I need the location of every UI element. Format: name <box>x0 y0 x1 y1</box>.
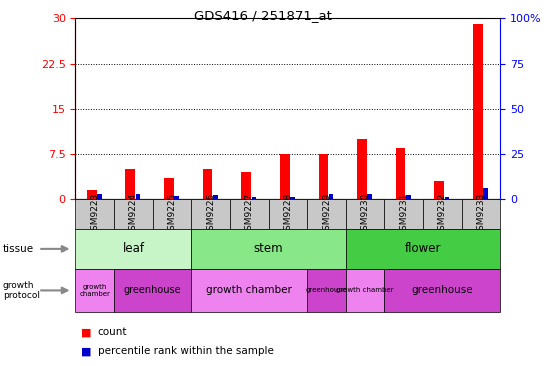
Text: GSM9223: GSM9223 <box>90 193 100 236</box>
Text: growth chamber: growth chamber <box>337 287 394 294</box>
Bar <box>329 194 334 199</box>
Text: GSM9224: GSM9224 <box>129 193 138 236</box>
Bar <box>307 269 346 312</box>
Text: stem: stem <box>254 242 283 255</box>
Bar <box>153 199 191 229</box>
Bar <box>114 269 191 312</box>
Text: GSM9232: GSM9232 <box>438 193 447 236</box>
Text: GSM9228: GSM9228 <box>283 193 292 236</box>
Text: ■: ■ <box>81 327 92 337</box>
Bar <box>191 199 230 229</box>
Text: greenhouse: greenhouse <box>306 287 347 294</box>
Bar <box>268 199 307 229</box>
Text: greenhouse: greenhouse <box>124 285 182 295</box>
Text: percentile rank within the sample: percentile rank within the sample <box>98 346 274 356</box>
Bar <box>346 199 385 229</box>
Text: leaf: leaf <box>122 242 144 255</box>
Text: GSM9230: GSM9230 <box>361 193 369 236</box>
Bar <box>280 154 290 199</box>
Bar <box>75 199 114 229</box>
Text: growth
chamber: growth chamber <box>79 284 110 297</box>
Bar <box>434 182 444 199</box>
Bar <box>346 229 500 269</box>
Bar <box>406 195 411 199</box>
Text: count: count <box>98 327 127 337</box>
Text: ■: ■ <box>81 346 92 356</box>
Bar <box>445 197 449 199</box>
Bar <box>423 199 462 229</box>
Bar <box>290 197 295 199</box>
Text: GDS416 / 251871_at: GDS416 / 251871_at <box>194 9 331 22</box>
Bar <box>213 195 217 199</box>
Bar <box>191 269 307 312</box>
Text: growth
protocol: growth protocol <box>3 281 40 300</box>
Bar <box>385 269 500 312</box>
Bar <box>114 199 153 229</box>
Text: GSM9233: GSM9233 <box>476 193 486 236</box>
Bar <box>174 196 179 199</box>
Text: greenhouse: greenhouse <box>411 285 473 295</box>
Bar <box>346 269 385 312</box>
Text: flower: flower <box>405 242 441 255</box>
Bar <box>191 229 346 269</box>
Bar <box>307 199 346 229</box>
Bar <box>136 194 140 199</box>
Bar <box>473 24 483 199</box>
Bar <box>357 139 367 199</box>
Text: GSM9227: GSM9227 <box>245 193 254 236</box>
Text: GSM9226: GSM9226 <box>206 193 215 236</box>
Text: GSM9231: GSM9231 <box>399 193 408 236</box>
Text: GSM9225: GSM9225 <box>168 193 177 236</box>
Bar <box>230 199 268 229</box>
Bar <box>75 229 191 269</box>
Bar <box>125 169 135 199</box>
Bar <box>97 194 102 199</box>
Text: tissue: tissue <box>3 244 34 254</box>
Bar <box>241 172 251 199</box>
Bar <box>385 199 423 229</box>
Text: growth chamber: growth chamber <box>206 285 292 295</box>
Bar <box>75 269 114 312</box>
Bar <box>164 178 174 199</box>
Bar <box>484 188 488 199</box>
Bar <box>367 194 372 199</box>
Bar <box>87 190 97 199</box>
Text: GSM9229: GSM9229 <box>322 193 331 236</box>
Bar <box>462 199 500 229</box>
Bar <box>252 197 256 199</box>
Bar <box>203 169 212 199</box>
Bar <box>396 148 405 199</box>
Bar <box>319 154 328 199</box>
